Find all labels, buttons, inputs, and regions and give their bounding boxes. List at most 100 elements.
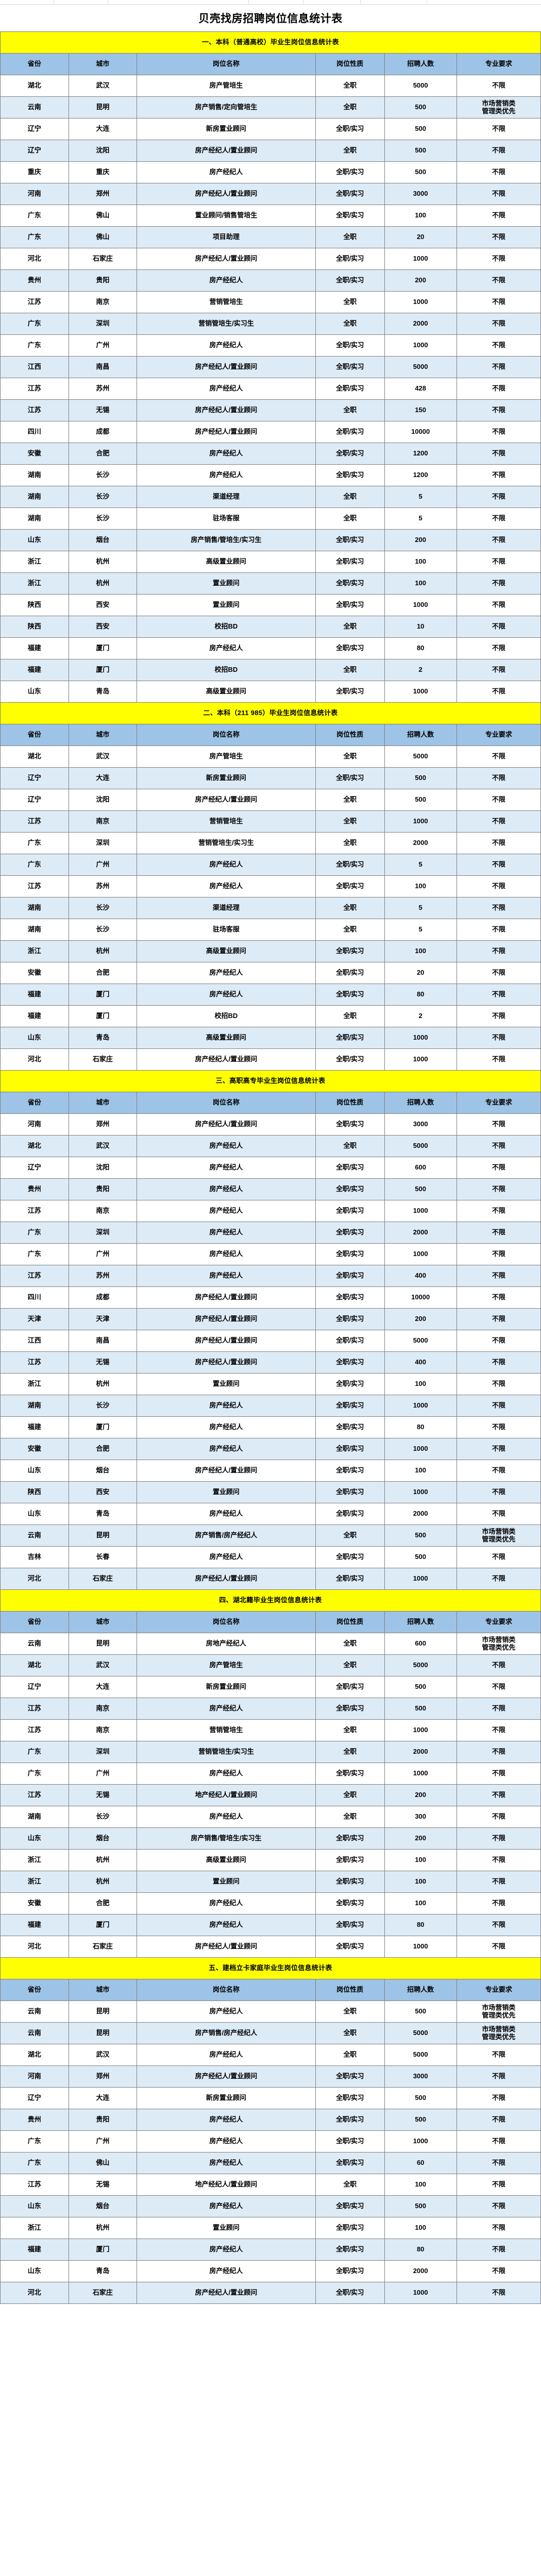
cell-job-name: 校招BD xyxy=(137,1005,316,1027)
cell-job-name: 置业顾问 xyxy=(137,572,316,595)
cell-province: 山东 xyxy=(0,1460,69,1482)
cell-job-nature: 全职 xyxy=(315,2174,385,2196)
cell-headcount: 500 xyxy=(384,96,457,118)
cell-city: 杭州 xyxy=(68,2217,138,2239)
column-header-job-nature: 岗位性质 xyxy=(315,1611,385,1633)
cell-job-nature: 全职 xyxy=(315,789,385,811)
cell-headcount: 1000 xyxy=(384,1395,457,1417)
cell-city: 青岛 xyxy=(68,1503,138,1525)
cell-province: 河北 xyxy=(0,248,69,270)
column-header-job-nature: 岗位性质 xyxy=(315,1092,385,1114)
cell-headcount: 500 xyxy=(384,2109,457,2131)
cell-job-nature: 全职/实习 xyxy=(315,681,385,703)
cell-city: 苏州 xyxy=(68,378,138,400)
cell-job-name: 驻场客服 xyxy=(137,507,316,530)
cell-city: 厦门 xyxy=(68,1416,138,1438)
cell-city: 武汉 xyxy=(68,75,138,97)
cell-job-name: 房产经纪人 xyxy=(137,1135,316,1157)
cell-headcount: 1000 xyxy=(384,1200,457,1222)
cell-headcount: 5000 xyxy=(384,2044,457,2066)
cell-job-name: 房产管培生 xyxy=(137,75,316,97)
cell-city: 合肥 xyxy=(68,1892,138,1914)
table-row: 江苏 无锡 房产经纪人/置业顾问 全职/实习 400 不限 xyxy=(0,1351,541,1374)
cell-major-line: 市场营销类 xyxy=(482,1527,516,1535)
cell-major: 不限 xyxy=(456,1460,541,1482)
cell-headcount: 1000 xyxy=(384,1936,457,1958)
cell-headcount: 200 xyxy=(384,1827,457,1850)
cell-city: 杭州 xyxy=(68,1871,138,1893)
cell-job-name: 房产经纪人 xyxy=(137,161,316,183)
cell-city: 合肥 xyxy=(68,962,138,984)
table-row: 广东 佛山 置业顾问/销售管培生 全职/实习 100 不限 xyxy=(0,205,541,227)
table-row: 福建 厦门 房产经纪人 全职/实习 80 不限 xyxy=(0,2239,541,2261)
cell-major: 不限 xyxy=(456,1741,541,1763)
table-row: 山东 烟台 房产销售/管培生/实习生 全职/实习 200 不限 xyxy=(0,529,541,551)
table-row: 安徽 合肥 房产经纪人 全职/实习 1000 不限 xyxy=(0,1438,541,1460)
cell-province: 湖南 xyxy=(0,464,69,486)
cell-major: 不限 xyxy=(456,810,541,833)
cell-headcount: 5000 xyxy=(384,1654,457,1676)
cell-city: 西安 xyxy=(68,1481,138,1503)
cell-headcount: 100 xyxy=(384,205,457,227)
cell-major-line: 市场营销类 xyxy=(482,1635,516,1643)
cell-major: 不限 xyxy=(456,1286,541,1309)
table-row: 云南 昆明 房产销售/房产经纪人 全职 500 市场营销类 管理类优先 xyxy=(0,1524,541,1547)
cell-job-name: 房产经纪人/置业顾问 xyxy=(137,1308,316,1330)
cell-province: 广东 xyxy=(0,854,69,876)
table-row: 安徽 合肥 房产经纪人 全职/实习 20 不限 xyxy=(0,962,541,984)
cell-city: 西安 xyxy=(68,616,138,638)
cell-major: 不限 xyxy=(456,529,541,551)
cell-job-name: 营销管培生 xyxy=(137,291,316,313)
table-row: 辽宁 大连 新房置业顾问 全职/实习 500 不限 xyxy=(0,767,541,789)
cell-job-nature: 全职/实习 xyxy=(315,594,385,616)
cell-headcount: 20 xyxy=(384,226,457,248)
cell-major: 不限 xyxy=(456,1568,541,1590)
cell-headcount: 80 xyxy=(384,1416,457,1438)
cell-city: 西安 xyxy=(68,594,138,616)
table-row: 河北 石家庄 房产经纪人/置业顾问 全职/实习 1000 不限 xyxy=(0,248,541,270)
cell-headcount: 60 xyxy=(384,2152,457,2174)
cell-city: 长沙 xyxy=(68,486,138,508)
cell-job-nature: 全职/实习 xyxy=(315,1568,385,1590)
column-header-province: 省份 xyxy=(0,1611,69,1633)
cell-major: 不限 xyxy=(456,1914,541,1936)
table-row: 湖北 武汉 房产管培生 全职 5000 不限 xyxy=(0,1654,541,1676)
section-heading-row: 一、本科（普通高校）毕业生岗位信息统计表 xyxy=(0,31,541,54)
cell-job-nature: 全职 xyxy=(315,1005,385,1027)
cell-city: 广州 xyxy=(68,1243,138,1265)
cell-job-nature: 全职 xyxy=(315,2022,385,2044)
cell-job-nature: 全职/实习 xyxy=(315,1373,385,1395)
cell-province: 江苏 xyxy=(0,1784,69,1806)
cell-job-name: 房产经纪人 xyxy=(137,1222,316,1244)
table-row: 云南 昆明 房产销售/房产经纪人 全职 5000 市场营销类 管理类优先 xyxy=(0,2022,541,2044)
cell-job-nature: 全职 xyxy=(315,313,385,335)
cell-job-nature: 全职/实习 xyxy=(315,1157,385,1179)
cell-headcount: 3000 xyxy=(384,2065,457,2088)
cell-job-nature: 全职 xyxy=(315,226,385,248)
cell-headcount: 100 xyxy=(384,551,457,573)
cell-headcount: 500 xyxy=(384,2087,457,2109)
column-header-major: 专业要求 xyxy=(456,53,541,75)
cell-city: 无锡 xyxy=(68,2174,138,2196)
cell-headcount: 10000 xyxy=(384,1286,457,1309)
cell-headcount: 2 xyxy=(384,659,457,681)
cell-province: 辽宁 xyxy=(0,118,69,140)
section-heading-row: 四、湖北籍毕业生岗位信息统计表 xyxy=(0,1589,541,1612)
cell-headcount: 5000 xyxy=(384,1330,457,1352)
cell-job-nature: 全职/实习 xyxy=(315,572,385,595)
cell-city: 厦门 xyxy=(68,1914,138,1936)
cell-province: 福建 xyxy=(0,659,69,681)
cell-headcount: 5 xyxy=(384,919,457,941)
table-row: 江西 南昌 房产经纪人/置业顾问 全职/实习 5000 不限 xyxy=(0,1330,541,1352)
cell-headcount: 1000 xyxy=(384,1481,457,1503)
cell-province: 湖南 xyxy=(0,507,69,530)
cell-city: 沈阳 xyxy=(68,140,138,162)
table-row: 河南 郑州 房产经纪人/置业顾问 全职/实习 3000 不限 xyxy=(0,1113,541,1136)
cell-job-nature: 全职 xyxy=(315,1719,385,1741)
cell-city: 佛山 xyxy=(68,226,138,248)
table-row: 辽宁 大连 新房置业顾问 全职/实习 500 不限 xyxy=(0,118,541,140)
cell-province: 江苏 xyxy=(0,1719,69,1741)
cell-province: 贵州 xyxy=(0,2109,69,2131)
cell-province: 江苏 xyxy=(0,1265,69,1287)
table-row: 河北 石家庄 房产经纪人/置业顾问 全职/实习 1000 不限 xyxy=(0,1936,541,1958)
